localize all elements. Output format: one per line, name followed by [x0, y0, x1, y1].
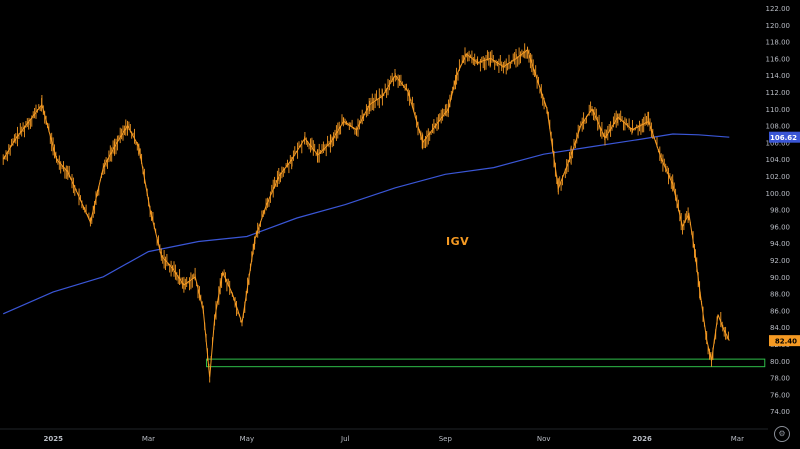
- y-tick-label: 106.00: [766, 139, 791, 147]
- y-tick-label: 108.00: [766, 123, 791, 131]
- y-tick-label: 86.00: [770, 307, 790, 315]
- y-tick-label: 84.00: [770, 324, 790, 332]
- x-tick-label: Nov: [537, 435, 551, 443]
- x-tick-label: Jul: [340, 435, 350, 443]
- y-tick-label: 96.00: [770, 223, 790, 231]
- price-series-layer: [2, 43, 730, 383]
- y-tick-label: 94.00: [770, 240, 790, 248]
- x-tick-label: Mar: [731, 435, 744, 443]
- y-tick-label: 90.00: [770, 274, 790, 282]
- y-tick-label: 100.00: [766, 190, 791, 198]
- symbol-label: IGV: [446, 235, 470, 248]
- price-line: [2, 49, 730, 378]
- y-tick-label: 78.00: [770, 375, 790, 383]
- y-tick-label: 122.00: [766, 5, 791, 13]
- y-axis[interactable]: 74.0076.0078.0080.0082.0084.0086.0088.00…: [766, 5, 791, 416]
- last-price-badge: 82.40: [775, 338, 797, 346]
- support-zone-layer: [206, 358, 766, 368]
- y-tick-label: 88.00: [770, 291, 790, 299]
- x-tick-label: 2025: [44, 435, 64, 443]
- y-tick-label: 116.00: [766, 55, 791, 63]
- last-value-badges: 106.62 82.40: [769, 131, 800, 347]
- chart-settings-button[interactable]: ⚙: [774, 426, 790, 442]
- gear-icon: ⚙: [778, 429, 786, 438]
- x-tick-label: Mar: [142, 435, 155, 443]
- y-tick-label: 110.00: [766, 106, 791, 114]
- y-tick-label: 102.00: [766, 173, 791, 181]
- moving-average-badge-bg: [769, 131, 800, 143]
- y-tick-label: 92.00: [770, 257, 790, 265]
- y-tick-label: 114.00: [766, 72, 791, 80]
- y-tick-label: 98.00: [770, 207, 790, 215]
- y-tick-label: 104.00: [766, 156, 791, 164]
- y-tick-label: 80.00: [770, 358, 790, 366]
- y-tick-label: 76.00: [770, 391, 790, 399]
- x-tick-label: Sep: [439, 435, 453, 443]
- y-tick-label: 118.00: [766, 39, 791, 47]
- y-tick-label: 112.00: [766, 89, 791, 97]
- x-axis[interactable]: 2025 Mar May Jul Sep Nov 2026 Mar: [0, 428, 768, 443]
- last-price-badge-bg: [769, 335, 800, 347]
- y-tick-label: 74.00: [770, 408, 790, 416]
- y-tick-label: 120.00: [766, 22, 791, 30]
- x-tick-label: 2026: [632, 435, 652, 443]
- x-tick-label: May: [240, 435, 254, 443]
- support-zone-box: [206, 358, 766, 368]
- moving-average-badge: 106.62: [770, 134, 797, 142]
